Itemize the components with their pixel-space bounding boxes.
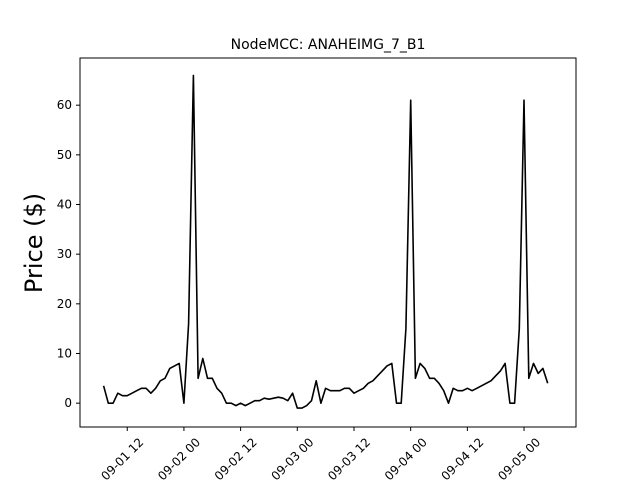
y-tick-label: 20 — [57, 297, 72, 311]
y-tick-label: 30 — [57, 247, 72, 261]
x-tick-label: 09-01 12 — [98, 435, 146, 480]
chart-title: NodeMCC: ANAHEIMG_7_B1 — [231, 37, 426, 53]
y-tick-label: 50 — [57, 148, 72, 162]
axes-frame — [79, 57, 577, 428]
x-tick-label: 09-03 12 — [325, 435, 373, 480]
x-tick-label: 09-04 12 — [438, 435, 486, 480]
x-tick-label: 09-04 00 — [382, 435, 430, 480]
y-tick-label: 40 — [57, 198, 72, 212]
y-tick-label: 60 — [57, 98, 72, 112]
price-line — [102, 74, 549, 409]
y-tick-label: 0 — [64, 396, 72, 410]
x-tick-label: 09-02 12 — [212, 435, 260, 480]
y-axis-label: Price ($) — [20, 193, 48, 293]
x-tick-label: 09-05 00 — [495, 435, 543, 480]
x-tick-label: 09-02 00 — [155, 435, 203, 480]
y-tick-label: 10 — [57, 346, 72, 360]
x-tick-label: 09-03 00 — [268, 435, 316, 480]
